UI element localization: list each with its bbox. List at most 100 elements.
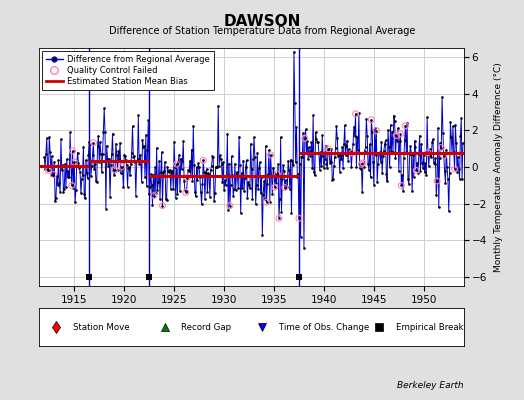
Point <box>83 170 91 176</box>
Point <box>213 164 222 170</box>
Point <box>83 175 92 182</box>
Point <box>71 199 79 205</box>
Point <box>398 172 406 178</box>
Text: Time of Obs. Change: Time of Obs. Change <box>279 322 369 332</box>
Point <box>144 117 152 124</box>
Point <box>396 131 405 137</box>
Point <box>76 168 84 175</box>
Point <box>446 119 455 126</box>
Point <box>212 164 221 170</box>
Point <box>224 207 233 214</box>
Point <box>450 149 458 155</box>
Point <box>316 149 325 155</box>
Point <box>126 172 134 178</box>
Point <box>359 160 367 166</box>
Point <box>198 181 206 188</box>
Point <box>298 154 307 160</box>
Point <box>130 153 138 159</box>
Point <box>260 178 268 184</box>
Point <box>428 139 436 145</box>
Point <box>266 199 274 206</box>
Point <box>301 135 309 142</box>
Point <box>382 171 390 177</box>
Point <box>127 160 135 167</box>
Point <box>381 137 390 144</box>
Point <box>226 182 235 188</box>
Point <box>269 164 277 171</box>
Point <box>158 202 167 209</box>
Point <box>149 172 158 178</box>
Point <box>372 128 380 134</box>
Point <box>304 156 312 162</box>
Point <box>386 164 394 170</box>
Point <box>367 116 376 123</box>
Point <box>429 136 437 143</box>
Point <box>372 128 380 134</box>
Point <box>220 187 228 194</box>
Point <box>173 191 182 197</box>
Point <box>331 154 339 160</box>
Point <box>42 151 50 158</box>
Point <box>421 160 430 167</box>
Point <box>61 161 69 167</box>
Point <box>64 168 73 175</box>
Point <box>59 189 68 195</box>
Point <box>322 160 331 167</box>
Point <box>52 194 60 201</box>
Point <box>42 135 51 142</box>
Point <box>308 165 316 172</box>
Point <box>359 160 367 166</box>
Point <box>284 157 292 164</box>
Point <box>107 151 116 157</box>
Point <box>404 175 412 182</box>
Point <box>52 173 61 180</box>
Point <box>276 196 284 202</box>
Point <box>444 176 452 182</box>
Point <box>75 165 83 172</box>
Point <box>86 173 95 179</box>
Point <box>451 166 459 172</box>
Point <box>335 168 344 175</box>
Point <box>295 215 303 222</box>
Point <box>352 111 360 117</box>
Point <box>442 146 451 153</box>
Point <box>169 186 178 192</box>
Point <box>145 191 154 198</box>
Point <box>150 192 158 199</box>
Point <box>49 172 58 178</box>
Point <box>54 157 63 164</box>
Point <box>178 158 187 164</box>
Point <box>327 146 335 152</box>
Point <box>141 132 150 138</box>
Point <box>253 182 261 188</box>
Point <box>128 123 137 129</box>
Point <box>433 178 441 184</box>
Point <box>278 176 287 182</box>
Point <box>45 134 53 140</box>
Point <box>375 150 383 156</box>
Point <box>406 143 414 150</box>
Point <box>324 146 332 152</box>
Text: Berkeley Earth: Berkeley Earth <box>397 381 464 390</box>
Point <box>175 152 183 158</box>
Point <box>210 198 219 204</box>
Point <box>244 179 253 186</box>
Point <box>440 152 448 159</box>
Point <box>264 170 272 177</box>
Point <box>407 151 416 157</box>
Point <box>89 140 97 146</box>
Text: DAWSON: DAWSON <box>223 14 301 29</box>
Point <box>311 129 320 135</box>
Point <box>408 188 417 194</box>
Point <box>86 140 94 147</box>
Point <box>105 156 113 162</box>
Point <box>51 198 59 204</box>
Point <box>358 189 366 195</box>
Point <box>315 150 323 157</box>
Point <box>85 138 93 145</box>
Point <box>179 138 188 145</box>
Y-axis label: Monthly Temperature Anomaly Difference (°C): Monthly Temperature Anomaly Difference (… <box>494 62 503 272</box>
Point <box>236 210 245 216</box>
Point <box>334 153 342 159</box>
Point <box>448 150 456 157</box>
